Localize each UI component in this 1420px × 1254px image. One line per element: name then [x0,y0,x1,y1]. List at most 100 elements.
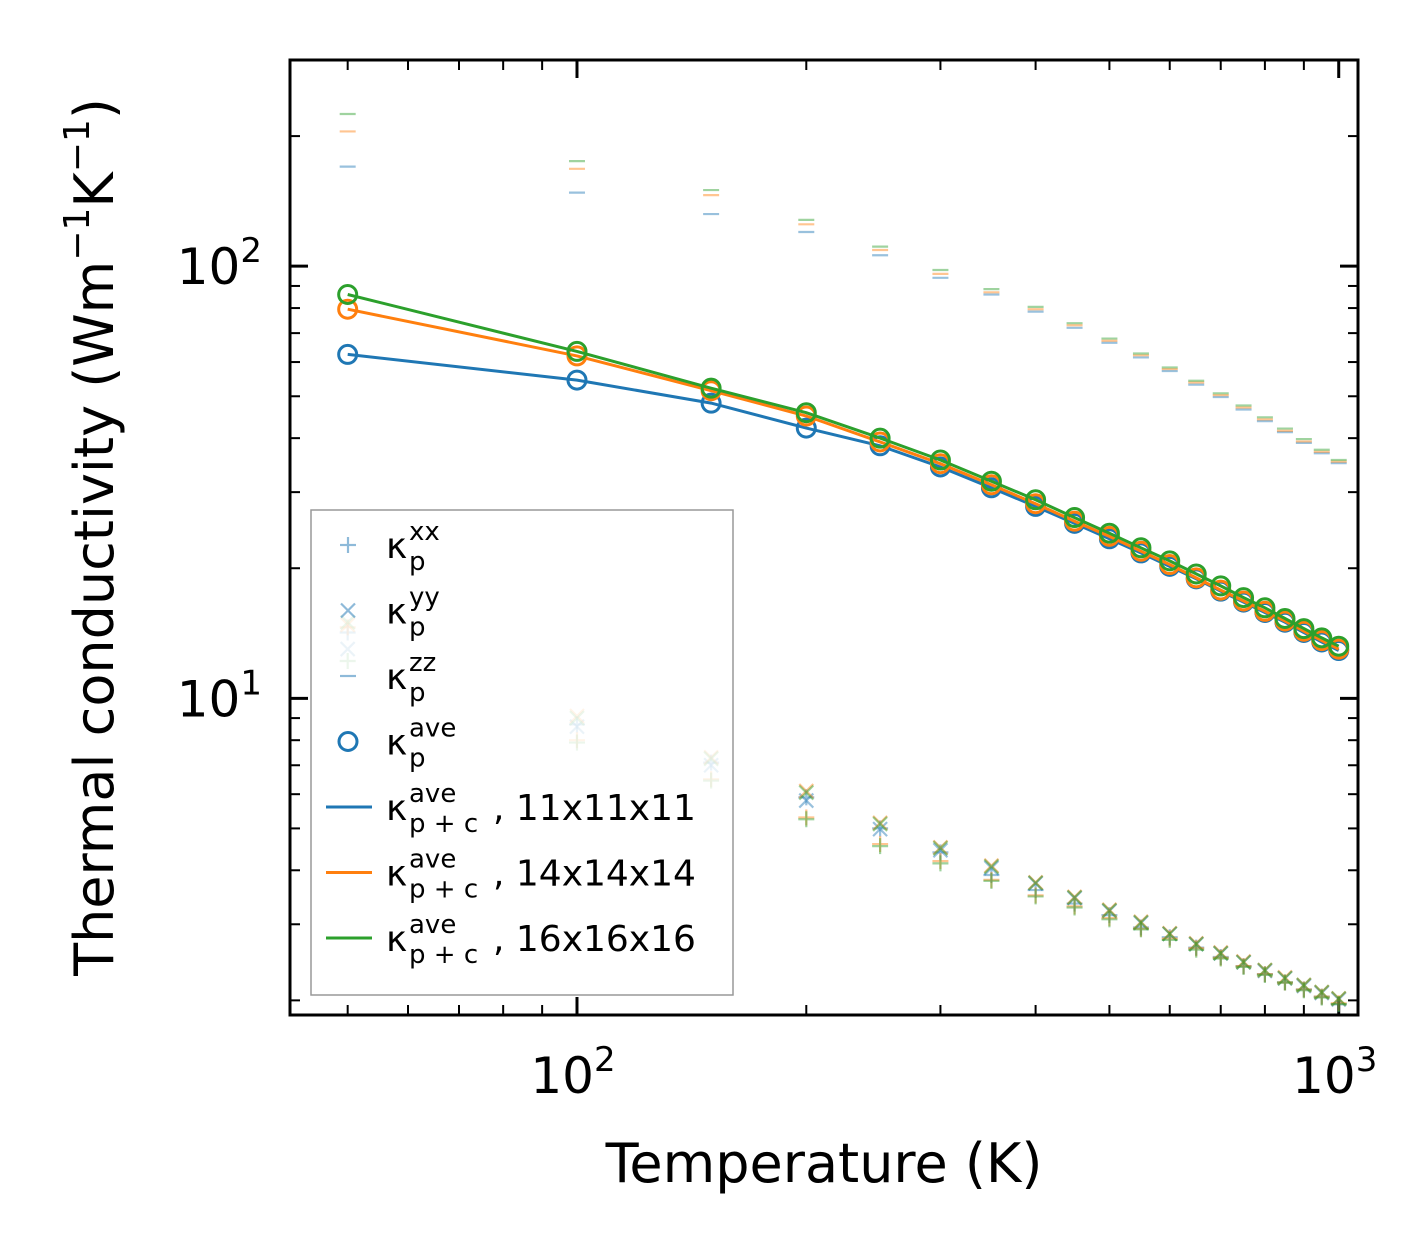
cross-a [983,860,1000,876]
y-axis-label: Thermal conductivity (Wm−1K−1) [57,98,126,977]
tick-layer [290,59,1358,1015]
kappa-yy-point [1257,963,1273,979]
kappa-xx-point [1313,988,1330,1005]
cross-b [1257,962,1273,978]
kappa-xx-point [1295,981,1312,998]
kappa-yy-point [1212,945,1229,962]
kappa-ave-point [1159,550,1181,572]
cross-a [1330,990,1347,1007]
kappa-yy-point [1212,945,1229,962]
kappa-yy-point [932,842,949,859]
kappa-yy-point [1027,874,1044,891]
kappa-yy-point [1296,978,1312,994]
kappa-yy-point [1330,990,1347,1007]
kappa-xx-point [1188,941,1205,958]
cross-b [1277,970,1293,987]
cross-b [1257,962,1273,978]
legend-label: κpzz [386,648,436,708]
kappa-xx-point [1161,931,1178,948]
cross-b [1133,915,1149,931]
x-axis-label: Temperature (K) [605,1132,1043,1195]
kappa-yy-point [1188,935,1204,952]
cross-a [1257,962,1273,978]
legend-entry: κpave [337,714,456,774]
kappa-xx-point [1235,958,1252,975]
kappa-xx-point [1161,930,1178,947]
cross-a [1313,984,1330,1000]
kappa-xx-point [1235,958,1252,975]
cross-a [932,842,949,859]
cross-a [1330,991,1347,1008]
y-tick-label: 101 [177,663,262,728]
cross-b [1313,984,1330,1000]
kappa-ave-point [1254,597,1276,619]
kappa-yy-point [932,840,949,856]
axis-labels: 102 103 101 102 Temperature (K) Thermal condu… [57,98,1377,1195]
cross-a [1212,945,1229,962]
kappa-xx-point [798,809,815,826]
kappa-yy-point [1235,953,1252,970]
cross-b [872,815,888,831]
kappa-yy-point [1330,991,1347,1008]
cross-a [1133,914,1149,931]
kappa-xx-point [1235,958,1252,975]
cross-b [1296,977,1312,993]
kappa-yy-point [798,783,815,799]
cross-b [1313,985,1330,1001]
kappa-xx-point [1161,929,1178,946]
kappa-yy-point [1188,936,1204,952]
kappa-xx-point [798,789,815,806]
kappa-ave-point [1293,618,1315,640]
cross-b [340,602,356,619]
kappa-xx-point [1330,996,1347,1013]
kappa-yy-point [1188,936,1204,952]
kappa-xx-point [1330,995,1347,1012]
kappa-xx-point [1313,989,1330,1006]
kappa-xx-point [872,836,889,853]
kappa-yy-point [1161,925,1178,942]
kappa-yy-point [1235,954,1252,971]
kappa-ave-point [566,340,588,362]
kappa-yy-point [1066,889,1083,906]
kappa-yy-point [1027,875,1044,891]
cross-a [872,815,888,831]
cross-b [983,857,1000,874]
cross-b [1066,889,1083,905]
legend-plus-marker [340,537,356,553]
kappa-xx-point [1188,939,1205,956]
cross-b [1277,969,1293,986]
cross-a [1296,977,1312,993]
cross-b [798,784,815,801]
cross-a [1296,978,1312,994]
kappa-ave-point [1328,635,1350,657]
kappa-ave-point [337,283,359,305]
kappa-xx-point [1132,921,1149,938]
kappa-ave-point [869,427,891,449]
kappa-yy-point [872,816,888,832]
kappa-xx-point [1330,996,1347,1013]
kappa-yy-point [1330,990,1347,1007]
kappa-xx-point [932,844,949,861]
cross-b [1296,978,1312,994]
kappa-ave-point [980,470,1002,492]
kappa-xx-point [872,820,889,837]
cross-b [1330,990,1347,1007]
legend-circle-marker [337,731,359,752]
x-tick-label: 102 [530,1040,615,1105]
cross-a [1161,925,1178,942]
kappa-xx-point [1276,974,1293,991]
kappa-yy-point [798,792,815,809]
kappa-xx-point [1101,907,1118,924]
kappa-yy-point [983,858,1000,875]
kappa-ave-point [1130,537,1152,559]
kappa-yy-point [798,784,815,801]
kappa-ave-point [1025,489,1047,511]
kappa-ave-point [1210,575,1232,597]
y-tick-label: 102 [177,231,262,296]
cross-a [1313,985,1330,1001]
kappa-yy-point [983,860,1000,876]
kappa-yy-point [1277,970,1293,987]
legend-label: κp + cave, 11x11x11 [386,779,696,839]
cross-a [1027,874,1044,891]
kappa-xx-point [1313,988,1330,1005]
